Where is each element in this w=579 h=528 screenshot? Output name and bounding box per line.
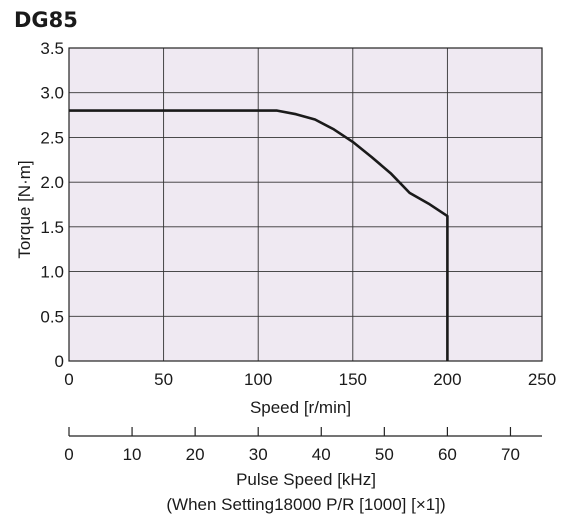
pulse-speed-axis: 0 10 20 30 40 50 60 70 [64, 427, 542, 464]
pulse-speed-label: Pulse Speed [kHz] [236, 470, 376, 489]
torque-curve [69, 109, 449, 361]
plot-area [69, 48, 542, 361]
x-tick-labels: 0 50 100 150 200 250 [64, 370, 556, 389]
pulse-tick-label: 40 [312, 445, 331, 464]
x-tick-label: 0 [64, 370, 73, 389]
pulse-tick-label: 60 [438, 445, 457, 464]
pulse-tick-label: 50 [375, 445, 394, 464]
plot-frame [68, 47, 543, 362]
chart-title: DG85 [14, 8, 78, 32]
x-axis-label: Speed [r/min] [250, 398, 351, 417]
x-tick-label: 50 [154, 370, 173, 389]
pulse-tick-label: 20 [186, 445, 205, 464]
x-tick-label: 150 [339, 370, 367, 389]
pulse-tick-label: 30 [249, 445, 268, 464]
pulse-tick-label: 10 [123, 445, 142, 464]
y-tick-label: 3.0 [40, 84, 64, 103]
x-tick-label: 100 [244, 370, 272, 389]
y-tick-label: 0 [55, 352, 64, 371]
y-axis-label: Torque [N·m] [15, 160, 34, 258]
pulse-tick-label: 70 [501, 445, 520, 464]
y-tick-label: 1.5 [40, 218, 64, 237]
y-tick-labels: 0 0.5 1.0 1.5 2.0 2.5 3.0 3.5 [40, 39, 64, 371]
x-tick-label: 200 [433, 370, 461, 389]
x-tick-label: 250 [528, 370, 556, 389]
pulse-speed-setting-note: (When Setting18000 P/R [1000] [×1]) [166, 495, 445, 514]
series-layer [69, 109, 449, 361]
y-tick-label: 2.5 [40, 128, 64, 147]
y-tick-label: 1.0 [40, 263, 64, 282]
y-tick-label: 2.0 [40, 173, 64, 192]
y-tick-label: 3.5 [40, 39, 64, 58]
pulse-tick-label: 0 [64, 445, 73, 464]
y-tick-label: 0.5 [40, 307, 64, 326]
